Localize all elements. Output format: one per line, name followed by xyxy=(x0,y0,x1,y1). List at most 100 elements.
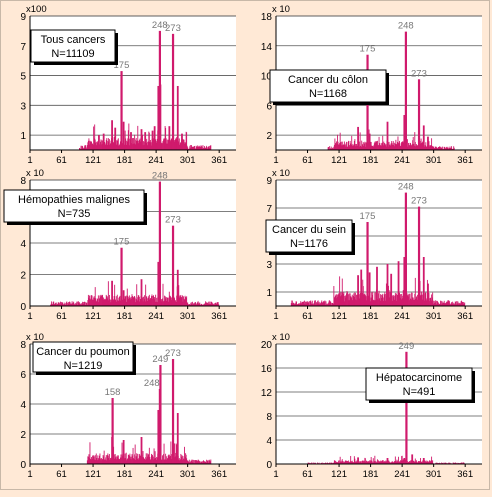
y-multiplier: x 10 xyxy=(26,168,44,179)
x-tick-label: 61 xyxy=(56,311,67,322)
bar xyxy=(141,437,143,464)
bar xyxy=(172,359,174,464)
chart-title: Cancer du sein xyxy=(272,224,346,236)
bar xyxy=(360,270,362,306)
y-tick-label: 4 xyxy=(20,239,26,250)
bar xyxy=(418,79,420,150)
chart-svg: 02468175248273161121181241301361x 10Hémo… xyxy=(0,164,246,328)
y-multiplier: x100 xyxy=(26,4,47,15)
bar xyxy=(177,86,179,150)
x-tick-label: 121 xyxy=(331,311,347,322)
y-tick-label: 4 xyxy=(266,436,272,447)
bar xyxy=(152,131,154,150)
x-tick-label: 121 xyxy=(85,311,101,322)
y-tick-label: 20 xyxy=(261,340,273,351)
bar xyxy=(141,279,143,306)
x-tick-label: 301 xyxy=(180,155,196,164)
chart-subtitle: N=735 xyxy=(58,208,91,220)
peak-label: 175 xyxy=(360,211,376,222)
bar xyxy=(423,125,425,150)
bar xyxy=(141,129,143,150)
peak-label: 248 xyxy=(144,378,160,389)
y-tick-label: 6 xyxy=(20,370,26,381)
bar xyxy=(103,134,105,150)
x-tick-label: 61 xyxy=(56,155,67,164)
bar xyxy=(405,32,407,150)
peak-label: 248 xyxy=(398,21,414,32)
y-tick-label: 8 xyxy=(266,412,272,423)
bar xyxy=(357,127,359,150)
x-tick-label: 301 xyxy=(180,469,196,480)
peak-label: 273 xyxy=(165,215,181,226)
bar xyxy=(130,132,132,150)
bar xyxy=(427,137,429,150)
peak-label: 175 xyxy=(360,44,376,55)
x-tick-label: 361 xyxy=(457,155,473,164)
x-tick-label: 1 xyxy=(27,155,32,164)
bar xyxy=(403,458,405,464)
bar xyxy=(177,270,179,306)
x-tick-label: 361 xyxy=(211,311,227,322)
x-tick-label: 301 xyxy=(180,311,196,322)
y-tick-label: 12 xyxy=(261,388,273,399)
y-tick-label: 18 xyxy=(261,12,273,23)
y-multiplier: x 10 xyxy=(26,332,44,343)
bar xyxy=(210,145,211,150)
chart-subtitle: N=11109 xyxy=(51,48,94,60)
x-tick-label: 181 xyxy=(117,311,133,322)
x-tick-label: 361 xyxy=(457,311,473,322)
x-tick-label: 181 xyxy=(117,469,133,480)
chart-title: Hémopathies malignes xyxy=(18,194,130,206)
bar xyxy=(159,31,161,150)
peak-label: 175 xyxy=(114,237,130,248)
bar xyxy=(369,272,371,306)
y-tick-label: 16 xyxy=(261,364,273,375)
y-tick-label: 4 xyxy=(20,400,26,411)
bar xyxy=(387,264,389,306)
x-tick-label: 361 xyxy=(457,469,473,480)
plot-area xyxy=(276,344,482,464)
y-tick-label: 2 xyxy=(20,271,26,282)
peak-label: 273 xyxy=(165,348,181,359)
bar xyxy=(112,398,114,464)
y-multiplier: x 10 xyxy=(272,4,290,15)
x-tick-label: 361 xyxy=(211,469,227,480)
x-tick-label: 361 xyxy=(211,155,227,164)
bar xyxy=(144,132,146,150)
x-tick-label: 301 xyxy=(426,469,442,480)
bar xyxy=(123,122,125,150)
y-tick-label: 14 xyxy=(261,42,273,53)
bar xyxy=(418,207,420,306)
x-tick-label: 241 xyxy=(394,311,410,322)
bar xyxy=(376,267,378,306)
bar xyxy=(390,274,392,306)
chart-subtitle: N=1168 xyxy=(309,88,347,100)
y-multiplier: x 10 xyxy=(272,168,290,179)
x-tick-label: 1 xyxy=(27,469,32,480)
bar xyxy=(181,134,183,150)
bar xyxy=(366,222,368,306)
bar xyxy=(111,120,113,150)
y-tick-label: 1 xyxy=(266,288,272,299)
x-tick-label: 121 xyxy=(331,155,347,164)
y-multiplier: x 10 xyxy=(272,332,290,343)
x-tick-label: 61 xyxy=(302,311,313,322)
x-tick-label: 241 xyxy=(148,155,164,164)
x-tick-label: 1 xyxy=(273,155,278,164)
bar xyxy=(123,440,125,464)
peak-label: 273 xyxy=(411,196,427,207)
bar xyxy=(98,135,100,150)
y-tick-label: 2 xyxy=(20,430,26,441)
x-tick-label: 301 xyxy=(426,311,442,322)
x-tick-label: 181 xyxy=(363,469,379,480)
chart-panel: 02468175248273161121181241301361x 10Hémo… xyxy=(0,164,246,328)
bar xyxy=(177,413,179,464)
bar xyxy=(387,122,389,150)
y-tick-label: 6 xyxy=(266,101,272,112)
x-tick-label: 61 xyxy=(302,469,313,480)
